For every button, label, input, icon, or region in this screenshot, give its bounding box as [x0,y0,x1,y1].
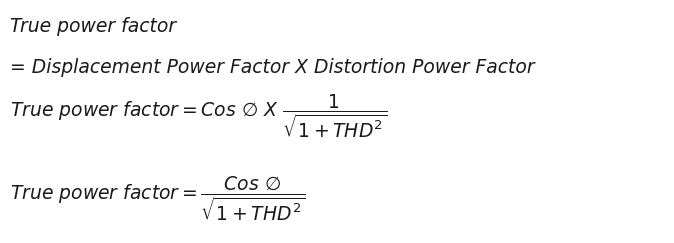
Text: $\mathit{True\ power\ factor} = \dfrac{\mathit{Cos\ \varnothing}}{\sqrt{1 + THD^: $\mathit{True\ power\ factor} = \dfrac{\… [10,175,305,223]
Text: $\mathit{True\ power\ factor} = \mathit{Cos\ \varnothing\ X\ } \dfrac{1}{\sqrt{1: $\mathit{True\ power\ factor} = \mathit{… [10,93,387,140]
Text: True power factor: True power factor [10,17,176,36]
Text: = Displacement Power Factor X Distortion Power Factor: = Displacement Power Factor X Distortion… [10,58,534,77]
